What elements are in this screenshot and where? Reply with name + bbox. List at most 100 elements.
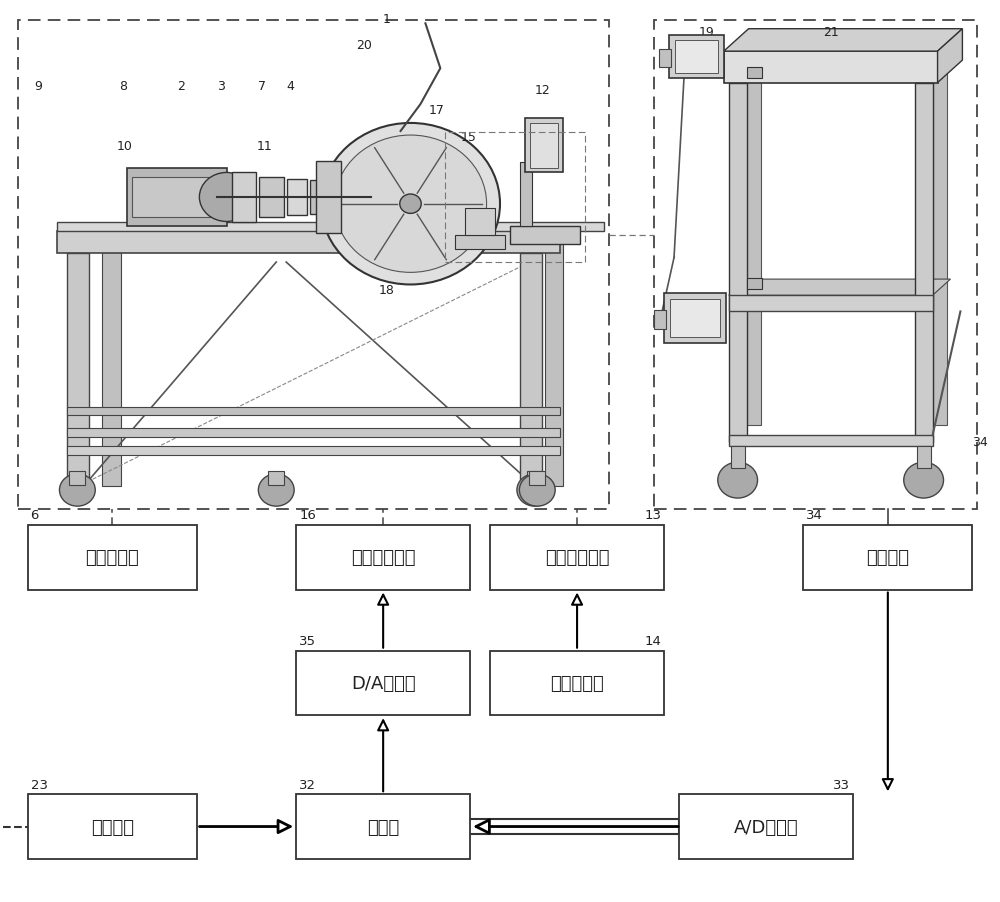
Text: 9: 9 [35,79,42,92]
Bar [659,51,671,69]
Text: 13: 13 [644,509,661,522]
Bar [729,436,933,446]
Bar [232,173,256,223]
Bar [67,253,89,487]
Bar [490,651,664,715]
Text: 8: 8 [119,79,127,92]
Bar [67,408,560,415]
Bar [57,232,560,253]
Bar [28,795,197,859]
Bar [455,235,505,249]
Text: 23: 23 [31,778,48,791]
Bar [747,51,761,426]
Bar [510,227,580,244]
Circle shape [334,136,487,273]
Bar [529,472,545,485]
Bar [287,179,307,216]
Text: 21: 21 [823,25,839,39]
Bar [724,52,938,84]
Polygon shape [729,280,950,296]
Text: 10: 10 [117,140,133,152]
Text: 17: 17 [428,104,444,116]
Bar [127,169,227,227]
Circle shape [718,463,758,499]
Bar [545,235,563,487]
Bar [259,178,284,218]
Text: 15: 15 [460,131,476,143]
Bar [747,279,762,290]
Bar [67,446,560,456]
Text: 信号发生器: 信号发生器 [550,674,604,692]
Text: 34: 34 [972,436,988,448]
Text: 32: 32 [299,778,316,791]
Bar [917,446,931,469]
Text: 11: 11 [256,140,272,152]
Text: A/D采集卡: A/D采集卡 [734,817,798,835]
Text: 4: 4 [286,79,294,92]
Bar [296,525,470,590]
Text: 工控机: 工控机 [367,817,399,835]
Bar [675,41,718,74]
Text: 1: 1 [383,14,391,26]
Bar [490,525,664,590]
FancyBboxPatch shape [18,21,609,510]
Bar [527,472,543,485]
Bar [729,84,747,442]
Circle shape [519,474,555,507]
Circle shape [400,195,421,214]
Bar [679,795,853,859]
Text: 7: 7 [258,79,266,92]
Text: 16: 16 [299,509,316,522]
Bar [729,296,933,312]
Text: 无线网关: 无线网关 [91,817,134,835]
Polygon shape [938,30,962,84]
Bar [316,161,341,234]
Bar [69,472,85,485]
Text: 2: 2 [177,79,185,92]
Bar [664,294,726,344]
Polygon shape [724,30,962,52]
Bar [465,209,495,235]
Bar [268,472,284,485]
Text: 34: 34 [806,509,823,522]
Circle shape [904,463,944,499]
Text: 35: 35 [299,634,316,648]
Bar [669,36,724,79]
Circle shape [199,173,254,222]
Bar [933,51,947,426]
Bar [310,180,328,215]
Text: 20: 20 [356,39,372,52]
Bar [296,795,470,859]
Text: 6: 6 [31,509,39,522]
Bar [28,525,197,590]
Bar [102,240,121,487]
Text: 33: 33 [833,778,850,791]
Bar [915,84,933,442]
FancyBboxPatch shape [654,21,977,510]
Text: 18: 18 [379,284,395,297]
Text: D/A转换卡: D/A转换卡 [351,674,415,692]
Circle shape [59,474,95,507]
Bar [520,253,542,487]
Circle shape [258,474,294,507]
Text: 19: 19 [699,25,715,39]
Bar [520,162,532,227]
Bar [67,428,560,437]
Bar [747,69,762,79]
Bar [132,178,222,218]
Bar [296,651,470,715]
Bar [731,446,745,469]
Text: 电机控制筱: 电机控制筱 [85,548,139,566]
Text: 第一转换电路: 第一转换电路 [545,548,609,566]
Bar [530,124,558,169]
Circle shape [517,474,553,507]
Text: 调理电路: 调理电路 [866,548,909,566]
Bar [803,525,972,590]
Text: 第二转换电路: 第二转换电路 [351,548,415,566]
Bar [654,310,666,330]
Bar [670,299,720,338]
Bar [525,119,563,173]
Text: 14: 14 [644,634,661,648]
Text: 12: 12 [535,84,551,97]
Circle shape [321,124,500,285]
